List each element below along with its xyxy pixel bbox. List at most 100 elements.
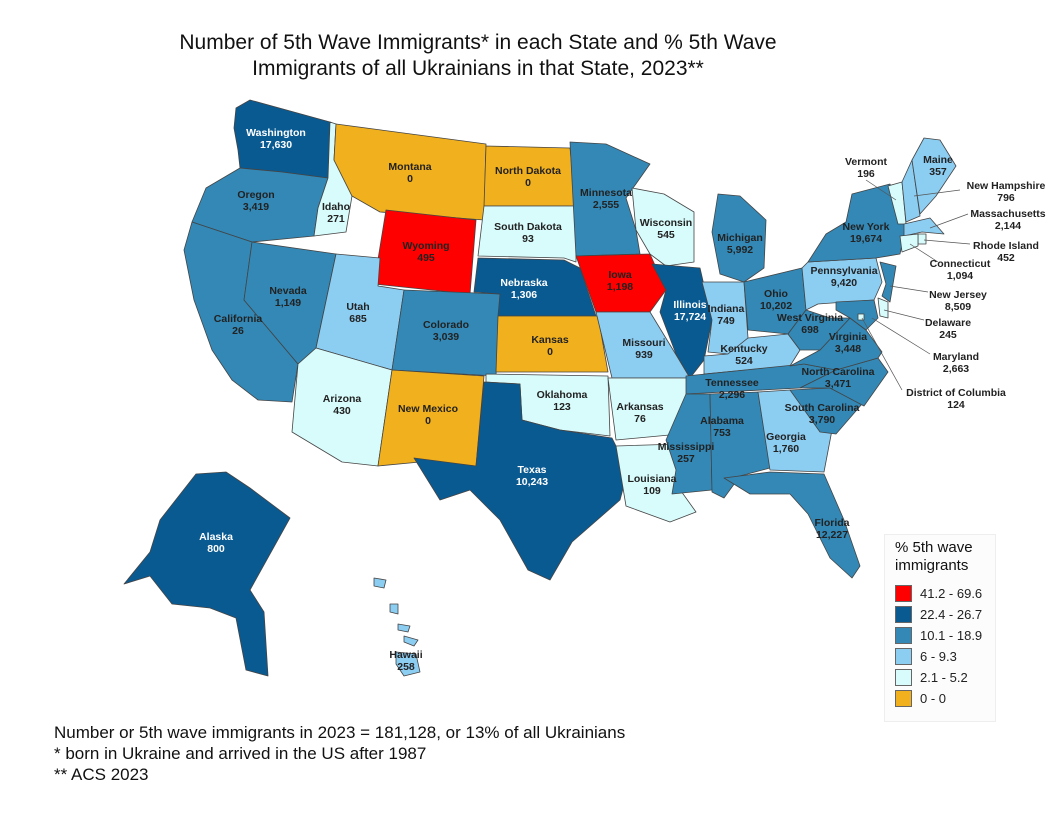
state-value-ri: 452 — [997, 252, 1015, 264]
legend-item: 22.4 - 26.7 — [895, 604, 995, 625]
state-label-mi: Michigan — [717, 232, 763, 244]
state-value-de: 245 — [939, 329, 957, 341]
state-label-ok: Oklahoma — [537, 389, 588, 401]
state-MI — [711, 193, 767, 283]
state-label-mn: Minnesota — [580, 187, 632, 199]
state-SD — [477, 205, 577, 263]
legend-swatch — [895, 648, 912, 665]
state-value-oh: 10,202 — [760, 300, 792, 312]
state-label-mt: Montana — [388, 161, 431, 173]
state-label-tn: Tennessee — [705, 377, 759, 389]
state-label-nc: North Carolina — [802, 366, 875, 378]
state-label-ar: Arkansas — [616, 401, 663, 413]
state-HI-2 — [389, 603, 399, 615]
state-value-ne: 1,306 — [511, 289, 537, 301]
state-value-sc: 3,790 — [809, 414, 835, 426]
footnote-total: Number or 5th wave immigrants in 2023 = … — [54, 723, 626, 742]
state-label-ky: Kentucky — [720, 343, 767, 355]
state-label-ia: Iowa — [608, 269, 631, 281]
state-value-fl: 12,227 — [816, 529, 848, 541]
state-value-tx: 10,243 — [516, 476, 548, 488]
state-IA — [575, 253, 667, 313]
state-HI-4 — [403, 635, 419, 647]
state-MT — [333, 123, 487, 221]
state-value-nv: 1,149 — [275, 297, 301, 309]
legend-swatch — [895, 585, 912, 602]
callout-de — [883, 309, 925, 321]
state-value-tn: 2,296 — [719, 389, 745, 401]
state-label-nh: New Hampshire — [967, 180, 1046, 192]
state-NY — [807, 183, 907, 263]
state-label-al: Alabama — [700, 415, 744, 427]
state-DC — [857, 313, 865, 321]
state-label-ri: Rhode Island — [973, 240, 1039, 252]
state-value-ny: 19,674 — [850, 233, 882, 245]
state-label-sc: South Carolina — [785, 402, 860, 414]
state-label-co: Colorado — [423, 319, 469, 331]
state-value-mn: 2,555 — [593, 199, 619, 211]
callout-ct — [909, 243, 939, 263]
state-value-ak: 800 — [207, 543, 225, 555]
state-label-nm: New Mexico — [398, 403, 458, 415]
state-label-mo: Missouri — [622, 337, 665, 349]
state-WI — [631, 187, 695, 267]
state-value-az: 430 — [333, 405, 351, 417]
state-CT — [899, 233, 919, 253]
state-value-or: 3,419 — [243, 201, 269, 213]
state-value-dc: 124 — [947, 399, 965, 411]
state-label-vt: Vermont — [845, 156, 888, 168]
state-value-nh: 796 — [997, 192, 1015, 204]
state-value-wa: 17,630 — [260, 139, 292, 151]
state-value-il: 17,724 — [674, 311, 706, 323]
state-label-ca: California — [214, 313, 263, 325]
state-value-ok: 123 — [553, 401, 571, 413]
legend-swatch — [895, 627, 912, 644]
state-label-sd: South Dakota — [494, 221, 562, 233]
state-label-nv: Nevada — [269, 285, 307, 297]
state-value-nd: 0 — [525, 177, 531, 189]
state-label-tx: Texas — [518, 464, 547, 476]
state-label-oh: Ohio — [764, 288, 788, 300]
state-FL — [723, 471, 861, 579]
legend: % 5th wave immigrants 41.2 - 69.6 22.4 - … — [884, 534, 996, 722]
callout-nh — [913, 189, 961, 197]
state-GA — [757, 389, 833, 473]
state-label-il: Illinois — [673, 299, 706, 311]
legend-swatch — [895, 690, 912, 707]
state-value-wi: 545 — [657, 229, 675, 241]
state-value-nm: 0 — [425, 415, 431, 427]
title-line-2: Immigrants of all Ukrainians in that Sta… — [252, 57, 704, 80]
legend-label: 41.2 - 69.6 — [920, 586, 983, 601]
legend-label: 0 - 0 — [920, 691, 947, 706]
legend-item: 41.2 - 69.6 — [895, 583, 995, 604]
state-TX — [413, 381, 629, 581]
state-label-fl: Florida — [814, 517, 849, 529]
state-label-md: Maryland — [933, 351, 979, 363]
legend-list: 41.2 - 69.6 22.4 - 26.7 10.1 - 18.9 6 - 9.3… — [885, 583, 995, 709]
footnote-born: * born in Ukraine and arrived in the US … — [54, 744, 427, 763]
legend-title-line-1: % 5th wave — [895, 539, 973, 556]
state-value-me: 357 — [929, 166, 947, 178]
legend-title: % 5th wave immigrants — [885, 535, 995, 575]
state-value-co: 3,039 — [433, 331, 459, 343]
callout-ri — [923, 239, 971, 245]
state-label-ms: Mississippi — [658, 441, 715, 453]
state-value-ga: 1,760 — [773, 443, 799, 455]
state-value-ma: 2,144 — [995, 220, 1021, 232]
state-label-dc: District of Columbia — [906, 387, 1006, 399]
footnotes: Number or 5th wave immigrants in 2023 = … — [54, 722, 625, 785]
state-RI — [917, 233, 927, 245]
state-value-ks: 0 — [547, 346, 553, 358]
state-label-ut: Utah — [346, 301, 369, 313]
state-value-mi: 5,992 — [727, 244, 753, 256]
state-label-nd: North Dakota — [495, 165, 561, 177]
legend-label: 2.1 - 5.2 — [920, 670, 968, 685]
legend-title-line-2: immigrants — [895, 557, 969, 574]
state-MD — [835, 299, 879, 331]
legend-item: 10.1 - 18.9 — [895, 625, 995, 646]
state-value-pa: 9,420 — [831, 277, 857, 289]
state-label-ny: New York — [843, 221, 890, 233]
state-value-nc: 3,471 — [825, 378, 851, 390]
state-value-wy: 495 — [417, 252, 435, 264]
